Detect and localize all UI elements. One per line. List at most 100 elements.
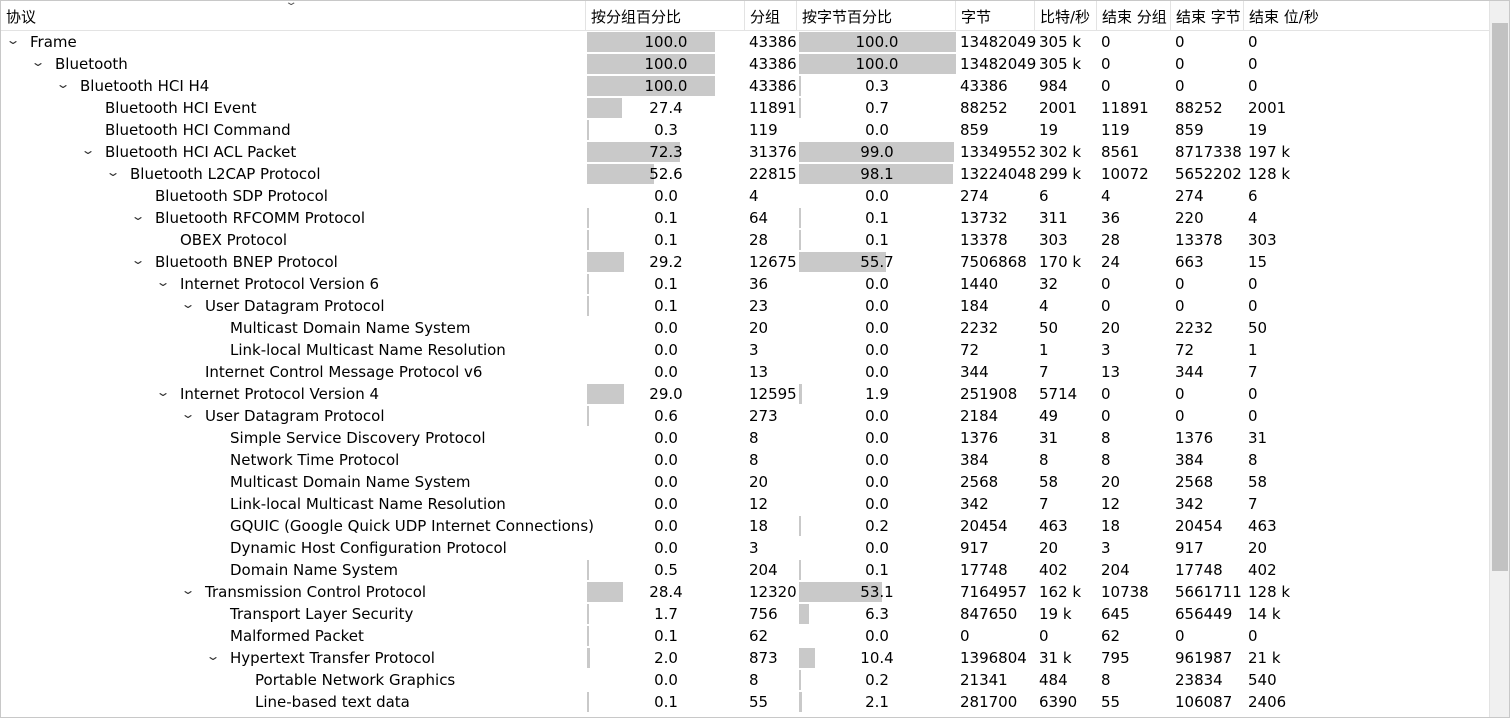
pct-packets-value: 1.7: [654, 605, 678, 623]
end-bytes-value: 274: [1175, 187, 1204, 205]
table-row[interactable]: Transport Layer Security 1.7 756 6.3 847650 1…: [1, 603, 1489, 625]
column-header-pct-packets[interactable]: 按分组百分比: [586, 1, 745, 31]
table-row[interactable]: Simple Service Discovery Protocol 0.0 8 0.0…: [1, 427, 1489, 449]
table-row[interactable]: ⌄ Internet Protocol Version 6 0.1 36 0.0 1440…: [1, 273, 1489, 295]
end-packets-value: 0: [1101, 77, 1111, 95]
protocol-name: Portable Network Graphics: [255, 671, 456, 689]
pct-packets-value: 29.2: [649, 253, 683, 271]
pct-bytes-value: 0.0: [865, 451, 889, 469]
protocol-name: Bluetooth: [55, 55, 128, 73]
table-row[interactable]: OBEX Protocol 0.1 28 0.1 13378 303 28 13378 303: [1, 229, 1489, 251]
pct-bytes-bar: [799, 208, 801, 228]
table-row[interactable]: Bluetooth SDP Protocol 0.0 4 0.0 274 6 4 274 6: [1, 185, 1489, 207]
table-row[interactable]: Network Time Protocol 0.0 8 0.0 384 8 8 384 8: [1, 449, 1489, 471]
expanded-arrow-icon[interactable]: ⌄: [80, 143, 96, 157]
table-row[interactable]: Domain Name System 0.5 204 0.1 17748 402 204 17…: [1, 559, 1489, 581]
end-packets-value: 8: [1101, 451, 1111, 469]
column-header-bits-per-sec[interactable]: 比特/秒: [1035, 1, 1097, 31]
pct-bytes-value: 6.3: [865, 605, 889, 623]
column-header-end-bytes[interactable]: 结束 字节: [1171, 1, 1244, 31]
table-row[interactable]: ⌄ User Datagram Protocol 0.1 23 0.0 184 4 0 0 0: [1, 295, 1489, 317]
end-bytes-value: 0: [1175, 627, 1185, 645]
expanded-arrow-icon[interactable]: ⌄: [180, 407, 196, 421]
end-packets-value: 3: [1101, 539, 1111, 557]
expanded-arrow-icon[interactable]: ⌄: [5, 33, 21, 47]
pct-packets-value: 0.1: [654, 693, 678, 711]
end-bytes-value: 23834: [1175, 671, 1223, 689]
table-row[interactable]: ⌄ Bluetooth L2CAP Protocol 52.6 22815 98.1 13…: [1, 163, 1489, 185]
table-row[interactable]: Link-local Multicast Name Resolution 0.0 1…: [1, 493, 1489, 515]
expanded-arrow-icon[interactable]: ⌄: [205, 649, 221, 663]
expanded-arrow-icon[interactable]: ⌄: [180, 583, 196, 597]
column-header-pct-bytes[interactable]: 按字节百分比: [797, 1, 956, 31]
table-row[interactable]: ⌄ Bluetooth 100.0 43386 100.0 13482049 305 k 0 0…: [1, 53, 1489, 75]
end-bytes-value: 0: [1175, 275, 1185, 293]
expanded-arrow-icon[interactable]: ⌄: [180, 297, 196, 311]
expanded-arrow-icon[interactable]: ⌄: [155, 385, 171, 399]
expanded-arrow-icon[interactable]: ⌄: [130, 209, 146, 223]
end-bits-per-sec-value: 0: [1248, 33, 1258, 51]
packets-value: 62: [749, 627, 769, 645]
bits-per-sec-value: 402: [1039, 561, 1068, 579]
end-bits-per-sec-value: 463: [1248, 517, 1277, 535]
vertical-scrollbar[interactable]: [1489, 1, 1509, 717]
packets-value: 12595: [749, 385, 797, 403]
table-row[interactable]: ⌄ Bluetooth RFCOMM Protocol 0.1 64 0.1 13732 3…: [1, 207, 1489, 229]
protocol-cell: Network Time Protocol: [206, 449, 399, 471]
table-row[interactable]: Portable Network Graphics 0.0 8 0.2 21341 484…: [1, 669, 1489, 691]
packets-value: 43386: [749, 33, 797, 51]
pct-packets-value: 0.0: [654, 473, 678, 491]
protocol-cell: Dynamic Host Configuration Protocol: [206, 537, 507, 559]
table-row[interactable]: Bluetooth HCI Event 27.4 11891 0.7 88252 2001…: [1, 97, 1489, 119]
pct-bytes-value: 0.0: [865, 297, 889, 315]
end-bytes-value: 13378: [1175, 231, 1223, 249]
end-bytes-value: 88252: [1175, 99, 1223, 117]
expanded-arrow-icon[interactable]: ⌄: [105, 165, 121, 179]
end-bytes-value: 72: [1175, 341, 1195, 359]
column-header-protocol[interactable]: 协议: [1, 1, 586, 31]
bytes-value: 274: [960, 187, 989, 205]
expanded-arrow-icon[interactable]: ⌄: [30, 55, 46, 69]
end-bits-per-sec-value: 8: [1248, 451, 1258, 469]
table-row[interactable]: ⌄ Transmission Control Protocol 28.4 12320 5…: [1, 581, 1489, 603]
table-row[interactable]: Malformed Packet 0.1 62 0.0 0 0 62 0 0: [1, 625, 1489, 647]
table-row[interactable]: GQUIC (Google Quick UDP Internet Connect…: [1, 515, 1489, 537]
table-row[interactable]: ⌄ User Datagram Protocol 0.6 273 0.0 2184 49 0 0…: [1, 405, 1489, 427]
end-bits-per-sec-value: 7: [1248, 363, 1258, 381]
pct-bytes-value: 0.0: [865, 341, 889, 359]
pct-bytes-bar: [799, 32, 956, 52]
protocol-cell: Multicast Domain Name System: [206, 317, 471, 339]
table-row[interactable]: ⌄ Hypertext Transfer Protocol 2.0 873 10.4 13…: [1, 647, 1489, 669]
table-row[interactable]: ⌄ Bluetooth BNEP Protocol 29.2 12675 55.7 750…: [1, 251, 1489, 273]
table-row[interactable]: ⌄ Bluetooth HCI ACL Packet 72.3 31376 99.0 13…: [1, 141, 1489, 163]
column-header-end-packets[interactable]: 结束 分组: [1097, 1, 1171, 31]
table-row[interactable]: Link-local Multicast Name Resolution 0.0 3…: [1, 339, 1489, 361]
bytes-value: 13378: [960, 231, 1008, 249]
protocol-name: Bluetooth BNEP Protocol: [155, 253, 338, 271]
table-row[interactable]: Multicast Domain Name System 0.0 20 0.0 2232…: [1, 317, 1489, 339]
table-row[interactable]: Dynamic Host Configuration Protocol 0.0 3 0…: [1, 537, 1489, 559]
end-bytes-value: 961987: [1175, 649, 1233, 667]
table-row[interactable]: ⌄ Frame 100.0 43386 100.0 13482049 305 k 0 0 0: [1, 31, 1489, 53]
column-header-end-bits-per-sec[interactable]: 结束 位/秒: [1244, 1, 1489, 31]
pct-bytes-value: 100.0: [855, 55, 899, 73]
expanded-arrow-icon[interactable]: ⌄: [55, 77, 71, 91]
scrollbar-thumb[interactable]: [1492, 23, 1508, 571]
packets-value: 23: [749, 297, 769, 315]
chevron-down-icon[interactable]: ⌄: [284, 0, 298, 8]
end-packets-value: 28: [1101, 231, 1121, 249]
table-row[interactable]: ⌄ Bluetooth HCI H4 100.0 43386 0.3 43386 984 0 0…: [1, 75, 1489, 97]
column-header-bytes[interactable]: 字节: [956, 1, 1035, 31]
expanded-arrow-icon[interactable]: ⌄: [130, 253, 146, 267]
table-row[interactable]: Multicast Domain Name System 0.0 20 0.0 2568…: [1, 471, 1489, 493]
expanded-arrow-icon[interactable]: ⌄: [155, 275, 171, 289]
end-bits-per-sec-value: 0: [1248, 297, 1258, 315]
protocol-cell: ⌄ Bluetooth L2CAP Protocol: [105, 163, 320, 185]
table-row[interactable]: Internet Control Message Protocol v6 0.0 1…: [1, 361, 1489, 383]
protocol-cell: Portable Network Graphics: [231, 669, 455, 691]
protocol-cell: ⌄ Internet Protocol Version 4: [155, 383, 379, 405]
column-header-packets[interactable]: 分组: [745, 1, 797, 31]
table-row[interactable]: Bluetooth HCI Command 0.3 119 0.0 859 19 119 85…: [1, 119, 1489, 141]
table-row[interactable]: Line-based text data 0.1 55 2.1 281700 6390 55…: [1, 691, 1489, 713]
table-row[interactable]: ⌄ Internet Protocol Version 4 29.0 12595 1.9…: [1, 383, 1489, 405]
